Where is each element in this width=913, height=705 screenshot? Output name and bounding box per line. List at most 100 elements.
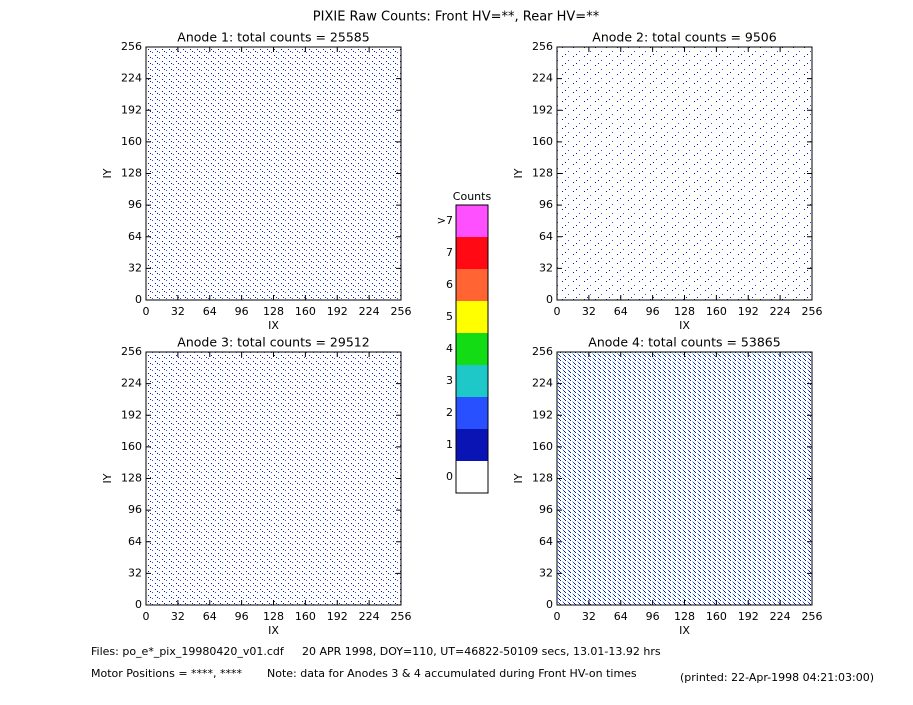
y-tick-label: 32 xyxy=(539,566,553,579)
colorbar-label: 2 xyxy=(446,406,453,419)
colorbar-label: 3 xyxy=(446,374,453,387)
x-tick-label: 256 xyxy=(802,610,823,623)
footer-motor: Motor Positions = ****, **** xyxy=(91,667,243,680)
x-tick-label: 128 xyxy=(674,610,695,623)
x-tick-label: 160 xyxy=(706,305,727,318)
x-tick-label: 32 xyxy=(171,610,185,623)
y-tick-label: 0 xyxy=(135,598,142,611)
plot-texture xyxy=(146,47,401,300)
colorbar-label: 0 xyxy=(446,470,453,483)
x-tick-label: 192 xyxy=(327,305,348,318)
y-tick-label: 192 xyxy=(532,103,553,116)
y-tick-label: 160 xyxy=(121,440,142,453)
y-tick-label: 192 xyxy=(121,408,142,421)
y-axis-label: IY xyxy=(101,473,114,483)
x-tick-label: 96 xyxy=(235,610,249,623)
y-tick-label: 224 xyxy=(532,72,553,85)
y-tick-label: 64 xyxy=(539,230,553,243)
y-tick-label: 128 xyxy=(532,472,553,485)
y-tick-label: 64 xyxy=(539,535,553,548)
x-axis-label: IX xyxy=(268,319,279,332)
plot-texture xyxy=(557,47,812,300)
plot-texture xyxy=(146,352,401,605)
y-axis-label: IY xyxy=(101,168,114,178)
colorbar-label: 7 xyxy=(446,246,453,259)
x-tick-label: 32 xyxy=(171,305,185,318)
plot-texture xyxy=(557,352,812,605)
x-tick-label: 160 xyxy=(295,610,316,623)
y-tick-label: 0 xyxy=(546,598,553,611)
colorbar-swatch xyxy=(456,429,488,461)
colorbar-swatch xyxy=(456,397,488,429)
x-tick-label: 0 xyxy=(143,305,150,318)
y-tick-label: 32 xyxy=(128,566,142,579)
x-axis-label: IX xyxy=(679,319,690,332)
colorbar-swatch xyxy=(456,333,488,365)
x-tick-label: 64 xyxy=(614,305,628,318)
y-tick-label: 96 xyxy=(539,503,553,516)
colorbar-title: Counts xyxy=(453,190,492,203)
x-tick-label: 32 xyxy=(582,610,596,623)
colorbar-label: 4 xyxy=(446,342,453,355)
footer-files: Files: po_e*_pix_19980420_v01.cdf xyxy=(91,645,285,658)
y-tick-label: 128 xyxy=(532,167,553,180)
x-tick-label: 0 xyxy=(143,610,150,623)
x-tick-label: 0 xyxy=(554,305,561,318)
x-tick-label: 160 xyxy=(295,305,316,318)
x-tick-label: 128 xyxy=(263,305,284,318)
panel-title: Anode 4: total counts = 53865 xyxy=(588,335,780,350)
page-title: PIXIE Raw Counts: Front HV=**, Rear HV=*… xyxy=(313,10,600,25)
colorbar-swatch xyxy=(456,205,488,237)
x-tick-label: 96 xyxy=(646,610,660,623)
x-axis-label: IX xyxy=(679,624,690,637)
y-tick-label: 192 xyxy=(532,408,553,421)
y-tick-label: 32 xyxy=(539,261,553,274)
footer-printed: (printed: 22-Apr-1998 04:21:03:00) xyxy=(680,671,874,684)
y-tick-label: 128 xyxy=(121,472,142,485)
y-tick-label: 128 xyxy=(121,167,142,180)
y-tick-label: 256 xyxy=(121,40,142,53)
x-tick-label: 64 xyxy=(203,305,217,318)
y-tick-label: 192 xyxy=(121,103,142,116)
x-tick-label: 0 xyxy=(554,610,561,623)
y-tick-label: 160 xyxy=(121,135,142,148)
panel-title: Anode 3: total counts = 29512 xyxy=(177,335,369,350)
y-tick-label: 256 xyxy=(532,345,553,358)
y-axis-label: IY xyxy=(512,168,525,178)
x-tick-label: 256 xyxy=(391,305,412,318)
colorbar-swatch xyxy=(456,365,488,397)
colorbar-label: 1 xyxy=(446,438,453,451)
y-tick-label: 96 xyxy=(128,198,142,211)
x-tick-label: 224 xyxy=(359,305,380,318)
x-tick-label: 192 xyxy=(327,610,348,623)
x-tick-label: 224 xyxy=(770,610,791,623)
colorbar-swatch xyxy=(456,461,488,493)
y-tick-label: 224 xyxy=(121,72,142,85)
footer-date: 20 APR 1998, DOY=110, UT=46822-50109 sec… xyxy=(302,645,661,658)
y-tick-label: 224 xyxy=(532,377,553,390)
x-tick-label: 128 xyxy=(263,610,284,623)
x-tick-label: 192 xyxy=(738,305,759,318)
x-tick-label: 224 xyxy=(770,305,791,318)
y-tick-label: 256 xyxy=(121,345,142,358)
x-tick-label: 64 xyxy=(203,610,217,623)
footer-note: Note: data for Anodes 3 & 4 accumulated … xyxy=(267,667,637,680)
x-tick-label: 128 xyxy=(674,305,695,318)
y-tick-label: 96 xyxy=(539,198,553,211)
colorbar-swatch xyxy=(456,237,488,269)
panel-title: Anode 2: total counts = 9506 xyxy=(592,30,776,45)
x-tick-label: 256 xyxy=(391,610,412,623)
y-axis-label: IY xyxy=(512,473,525,483)
panel-title: Anode 1: total counts = 25585 xyxy=(177,30,369,45)
x-tick-label: 96 xyxy=(646,305,660,318)
x-tick-label: 224 xyxy=(359,610,380,623)
x-tick-label: 256 xyxy=(802,305,823,318)
y-tick-label: 0 xyxy=(546,293,553,306)
colorbar-frame xyxy=(455,204,489,494)
x-tick-label: 160 xyxy=(706,610,727,623)
colorbar-swatch xyxy=(456,301,488,333)
colorbar-swatch xyxy=(456,269,488,301)
y-tick-label: 160 xyxy=(532,440,553,453)
colorbar-label: 5 xyxy=(446,310,453,323)
